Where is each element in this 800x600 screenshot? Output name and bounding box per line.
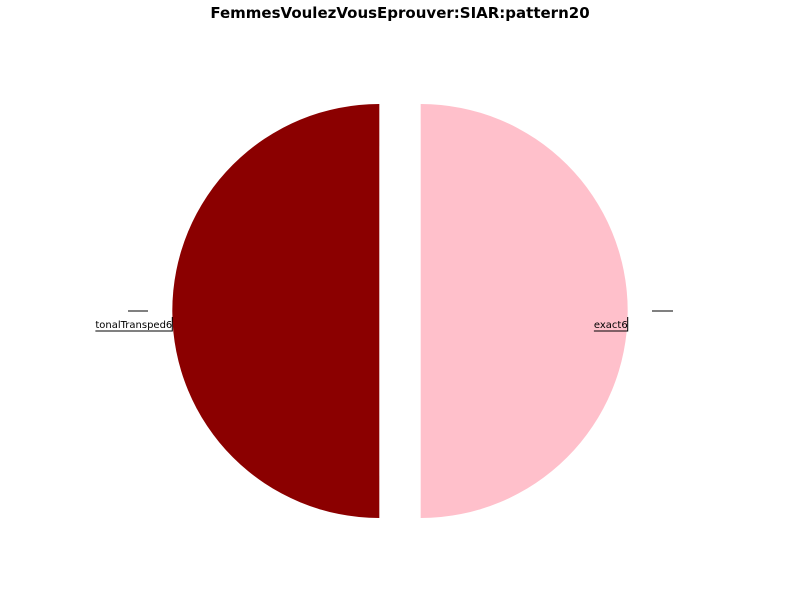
pie-slice-exact6 bbox=[420, 104, 628, 518]
slice-label-exact6: exact6 bbox=[594, 320, 628, 331]
chart-title: FemmesVoulezVousEprouver:SIAR:pattern20 bbox=[210, 4, 589, 22]
leader-line-exact6 bbox=[593, 317, 629, 332]
pie-slice-tonalTransped6 bbox=[172, 104, 380, 518]
leader-line-tonalTransped6 bbox=[95, 317, 173, 332]
pie-slices bbox=[172, 104, 628, 518]
pie-labels: tonalTransped6 exact6 bbox=[95, 317, 629, 332]
slice-label-tonalTransped6: tonalTransped6 bbox=[95, 320, 172, 331]
